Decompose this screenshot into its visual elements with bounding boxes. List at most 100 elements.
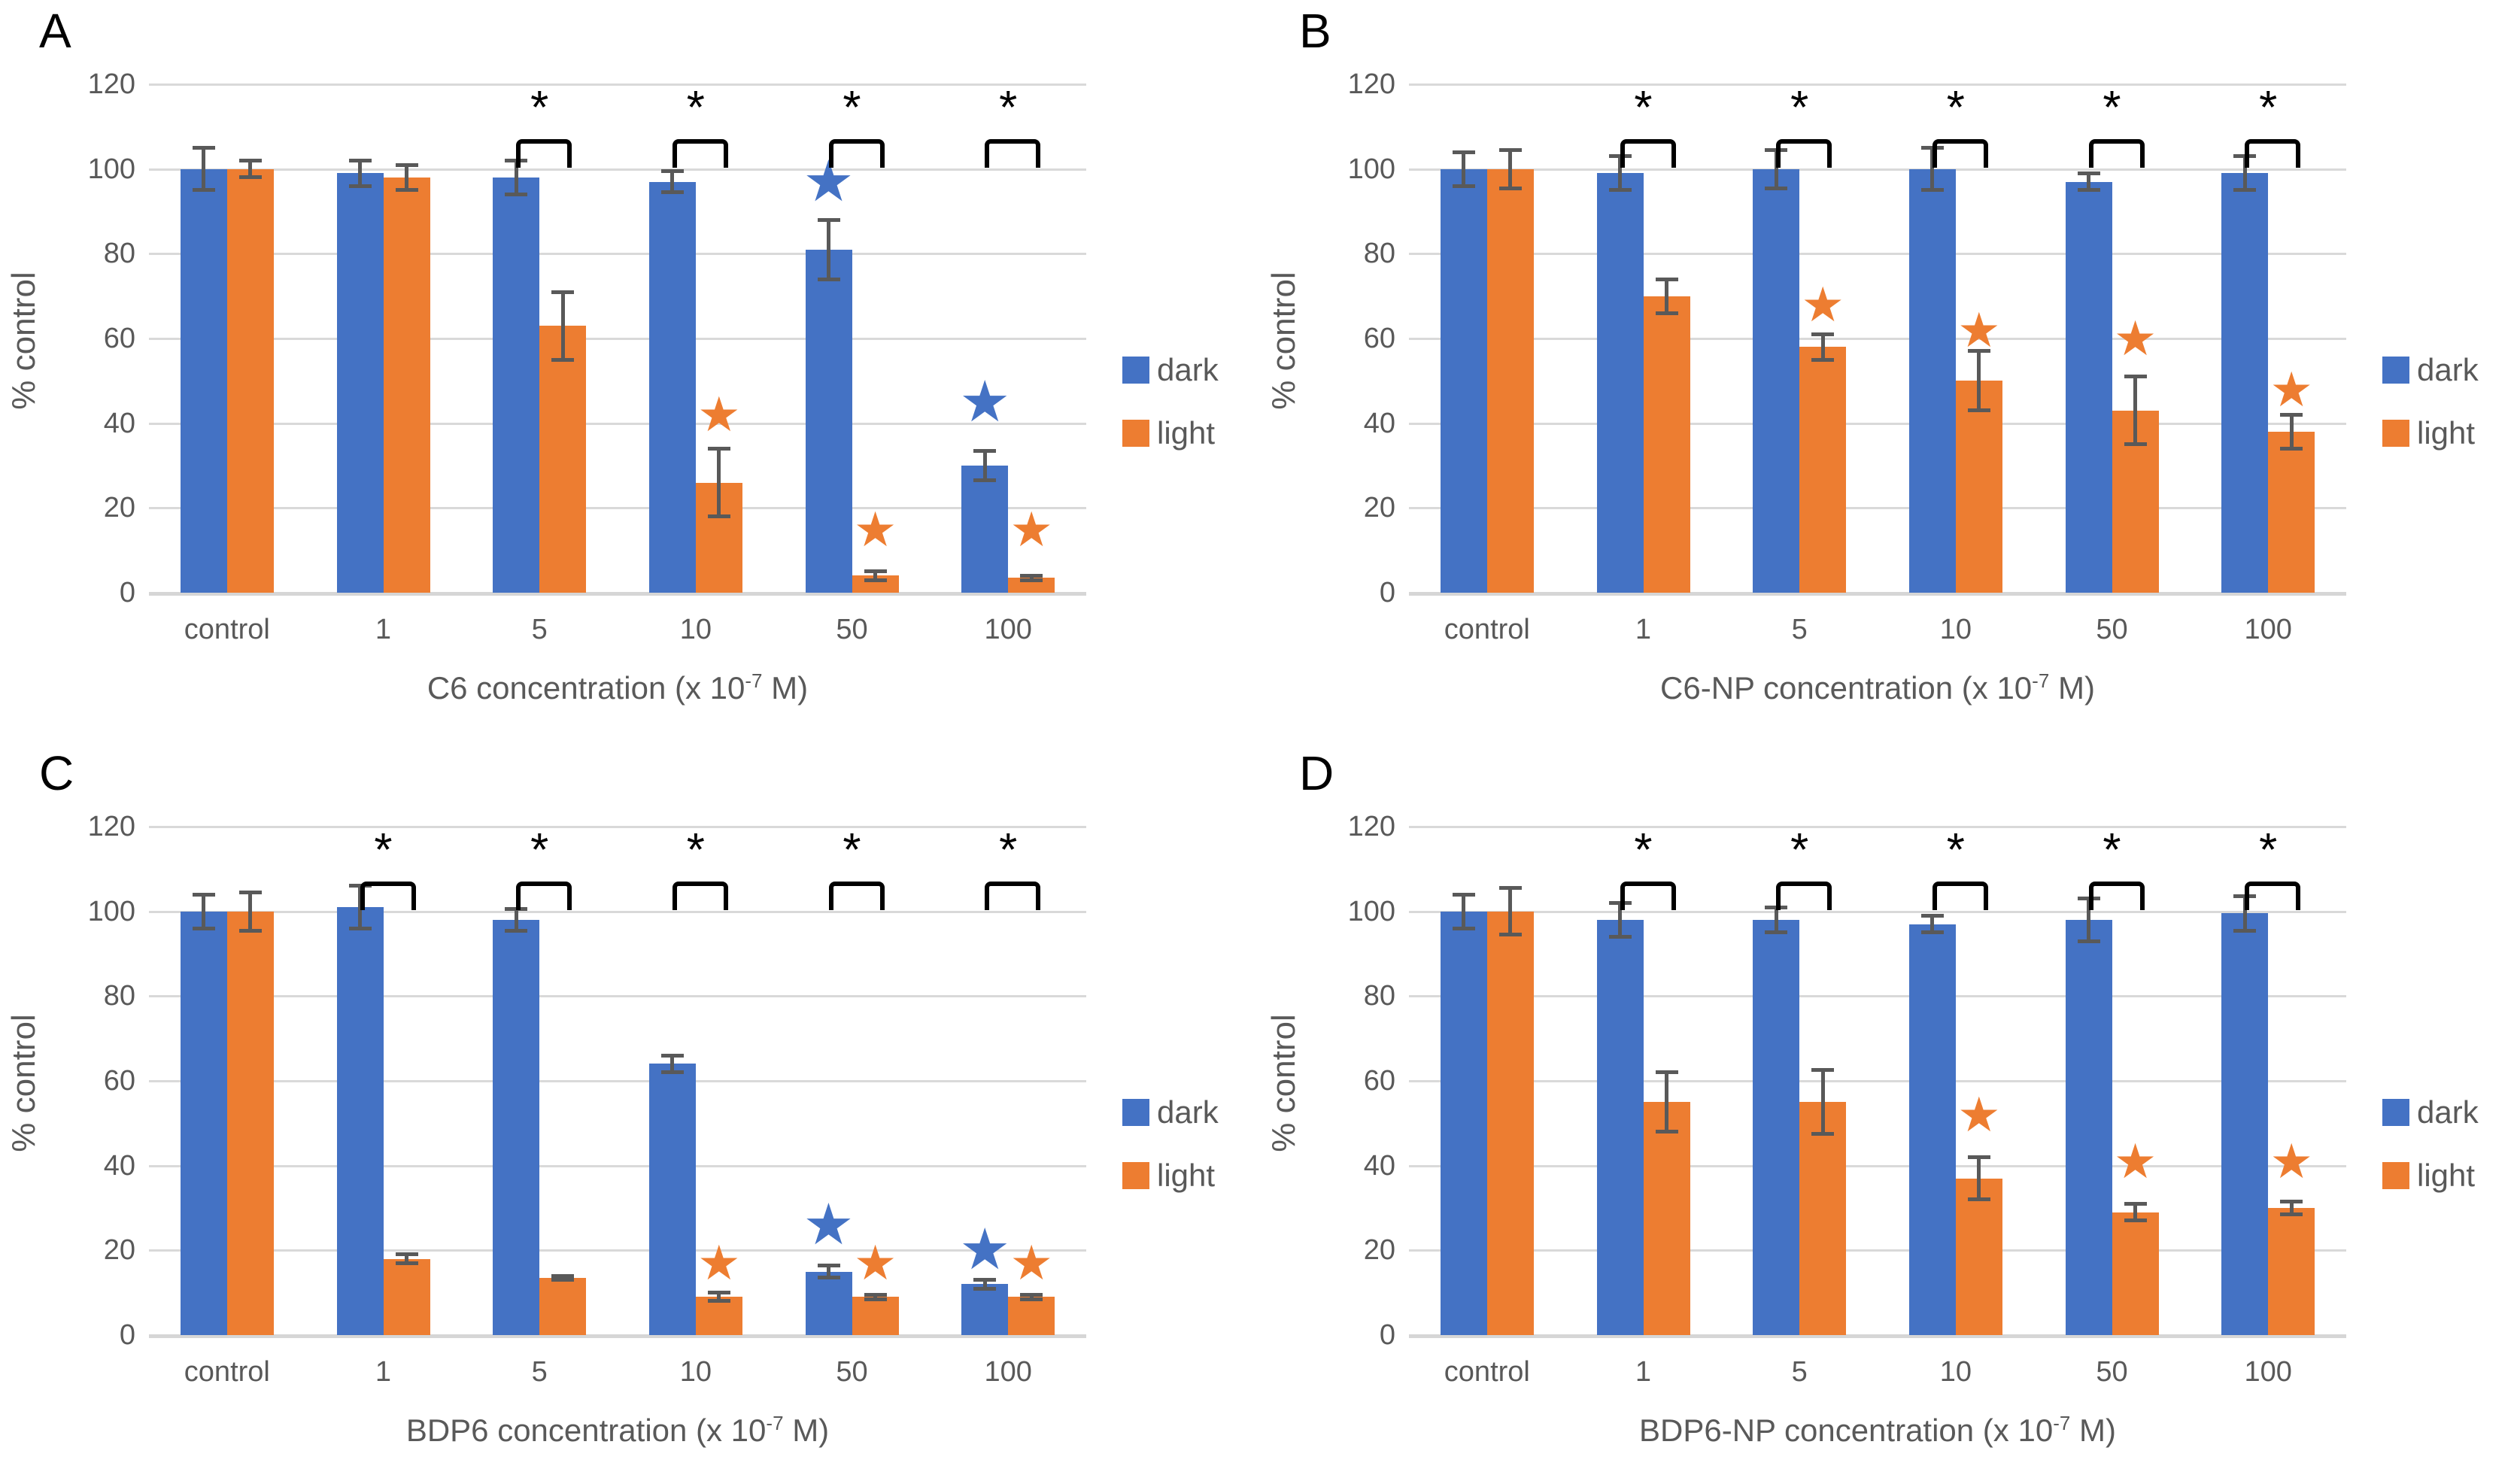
x-axis-title: C6 concentration (x 10-7 M) <box>427 669 809 706</box>
panel-b: B % control C6-NP concentration (x 10-7 … <box>1260 0 2520 742</box>
error-bar-cap-bottom <box>2124 1218 2147 1223</box>
error-bar-cap-bottom <box>973 478 997 483</box>
error-bar-cap-bottom <box>1498 933 1522 937</box>
significance-star-light: ★ <box>697 1236 741 1291</box>
light-swatch-icon <box>2382 420 2409 447</box>
gridline-y60 <box>1409 1080 2346 1082</box>
legend-label-dark: dark <box>2417 352 2479 387</box>
dark-swatch-icon <box>2382 357 2409 384</box>
x-tick-label: 5 <box>1791 1356 1808 1388</box>
y-tick-label: 60 <box>1363 323 1395 354</box>
error-bar <box>982 1279 987 1289</box>
error-bar-cap-bottom <box>1811 357 1835 362</box>
y-tick-label: 40 <box>103 407 135 439</box>
significance-bracket <box>1620 882 1676 911</box>
error-bar <box>1820 1070 1825 1134</box>
error-bar-cap-bottom <box>192 188 215 193</box>
y-tick-label: 80 <box>1363 980 1395 1012</box>
bar-dark-5 <box>493 919 540 1335</box>
significance-asterisk: * <box>1946 82 1965 135</box>
gridline-y100 <box>1409 910 2346 913</box>
error-bar-cap-bottom <box>1765 930 1788 935</box>
error-bar <box>1508 888 1513 935</box>
error-bar <box>2133 376 2137 445</box>
bar-light-5 <box>539 1277 587 1335</box>
error-bar-cap-top <box>2124 1201 2147 1206</box>
error-bar-cap-top <box>1967 1155 1990 1159</box>
error-bar-cap-bottom <box>1920 188 1944 193</box>
significance-star-light: ★ <box>2113 1134 2157 1189</box>
error-bar <box>717 1292 721 1301</box>
error-bar-cap-bottom <box>817 277 840 281</box>
gridline-y40 <box>1409 1164 2346 1167</box>
x-tick-label: 5 <box>531 1356 548 1388</box>
error-bar-cap-bottom <box>238 928 262 933</box>
y-tick-label: 0 <box>1379 1319 1395 1351</box>
bar-light-1 <box>1643 1102 1690 1335</box>
bar-light-100 <box>1008 578 1055 593</box>
y-tick-label: 0 <box>119 1319 135 1351</box>
significance-asterisk: * <box>1634 82 1653 135</box>
bar-light-50 <box>2112 1212 2159 1335</box>
x-tick-label: control <box>184 614 270 645</box>
x-tick-label: 10 <box>1939 614 1972 645</box>
bar-light-5 <box>1799 347 1847 593</box>
dark-swatch-icon <box>2382 1099 2409 1126</box>
error-bar <box>358 160 362 187</box>
bar-dark-100 <box>961 1284 1009 1335</box>
gridline-y120 <box>149 83 1086 86</box>
legend-label-light: light <box>2417 415 2476 451</box>
significance-asterisk: * <box>2259 82 2278 135</box>
y-tick-label: 100 <box>1347 153 1395 185</box>
error-bar-cap-top <box>238 158 262 162</box>
gridline-y40 <box>1409 422 2346 425</box>
error-bar-cap-top <box>707 446 730 451</box>
significance-asterisk: * <box>530 82 549 135</box>
error-bar <box>560 292 565 360</box>
bar-light-5 <box>1799 1102 1847 1335</box>
bar-light-1 <box>383 177 430 593</box>
bar-light-1 <box>383 1258 430 1335</box>
error-bar-cap-bottom <box>2280 446 2303 451</box>
error-bar-cap-bottom <box>192 926 215 930</box>
bar-dark-10 <box>1908 924 1956 1335</box>
error-bar-cap-bottom <box>1765 186 1788 190</box>
error-bar <box>2289 1201 2294 1215</box>
bar-light-1 <box>1643 296 1690 593</box>
significance-star-light: ★ <box>697 387 741 442</box>
significance-star-light: ★ <box>1010 1236 1053 1291</box>
x-tick-label: 1 <box>1635 1356 1652 1388</box>
error-bar-cap-bottom <box>1020 1297 1043 1301</box>
error-bar <box>1665 279 1668 314</box>
bar-dark-control <box>1440 168 1487 593</box>
error-bar-cap-bottom <box>2124 442 2147 447</box>
error-bar <box>2087 898 2090 942</box>
gridline-y0 <box>1409 1334 2346 1338</box>
error-bar-cap-bottom <box>1920 930 1944 935</box>
error-bar <box>2242 156 2247 190</box>
bar-dark-100 <box>961 466 1009 593</box>
gridline-y100 <box>149 910 1086 913</box>
gridline-y80 <box>1409 253 2346 256</box>
error-bar-cap-top <box>551 1273 575 1278</box>
error-bar-cap-bottom <box>1967 1197 1990 1202</box>
error-bar-cap-top <box>2077 171 2100 175</box>
bar-dark-1 <box>1596 173 1644 593</box>
superscript-exponent: -7 <box>2032 669 2050 692</box>
legend-label-dark: dark <box>1157 352 1219 387</box>
significance-star-light: ★ <box>1010 502 1053 557</box>
bar-dark-10 <box>648 181 696 593</box>
superscript-exponent: -7 <box>2053 1412 2071 1434</box>
panel-a-letter: A <box>39 4 71 58</box>
significance-star-light: ★ <box>2270 362 2313 417</box>
bar-light-100 <box>2268 1208 2315 1335</box>
y-tick-label: 20 <box>1363 1234 1395 1267</box>
bar-dark-10 <box>648 1064 696 1335</box>
y-tick-label: 120 <box>87 811 135 842</box>
y-tick-label: 60 <box>1363 1065 1395 1097</box>
gridline-y60 <box>149 1080 1086 1082</box>
bar-dark-control <box>180 168 227 593</box>
light-swatch-icon <box>1122 420 1149 447</box>
significance-asterisk: * <box>2103 824 2121 877</box>
significance-asterisk: * <box>1634 824 1653 877</box>
